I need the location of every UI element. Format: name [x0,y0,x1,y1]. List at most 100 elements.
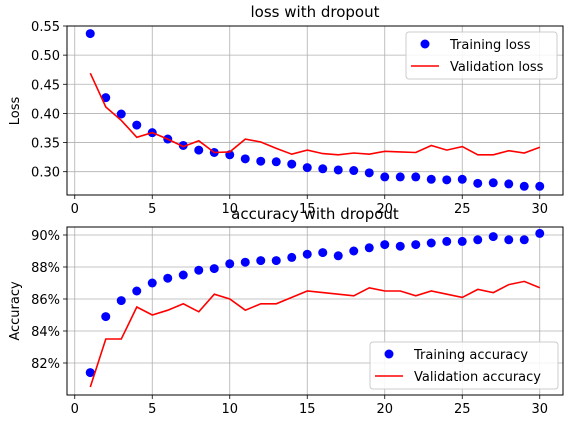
accuracy-xtick-label: 10 [221,402,238,417]
accuracy-training-point [380,240,390,250]
loss-legend-label-training: Training loss [449,38,531,53]
loss-training-point [395,172,405,182]
loss-chart: loss with dropout Loss 0 5 10 15 20 25 30 0.30… [8,3,564,217]
accuracy-ytick-label: 86% [31,293,60,308]
loss-ytick-label: 0.50 [31,49,60,64]
accuracy-ytick-label: 90% [31,229,60,244]
loss-chart-title: loss with dropout [251,3,380,21]
accuracy-training-point [535,228,545,238]
accuracy-xtick-label: 30 [531,402,548,417]
loss-xtick-label: 25 [454,202,471,217]
accuracy-training-point [488,232,498,242]
loss-ytick-label: 0.40 [31,107,60,122]
loss-xtick-label: 15 [299,202,316,217]
accuracy-legend-box [369,341,559,390]
loss-training-point [240,154,250,164]
accuracy-training-point [287,252,297,262]
loss-legend-box [405,31,558,80]
accuracy-chart: accuracy with dropout Accuracy 0 5 10 15 20 2… [8,205,564,417]
accuracy-legend-label-training: Training accuracy [413,348,528,363]
loss-ytick-label: 0.55 [31,20,60,35]
accuracy-training-point [101,312,111,322]
loss-training-point [318,164,328,174]
loss-training-point [488,178,498,188]
loss-validation-line [89,72,541,156]
loss-training-point [364,168,374,178]
accuracy-training-point [147,278,157,288]
accuracy-training-point [116,296,126,306]
loss-training-point [116,109,126,119]
accuracy-ytick-label: 82% [31,357,60,372]
accuracy-chart-title: accuracy with dropout [231,205,399,223]
accuracy-training-point [271,256,281,266]
loss-ytick-label: 0.45 [31,78,60,93]
loss-training-point [380,172,390,182]
loss-training-point [457,174,467,184]
accuracy-training-point [194,265,204,275]
accuracy-xtick-label: 5 [148,402,156,417]
accuracy-training-point [473,235,483,245]
accuracy-training-point [504,235,514,245]
loss-xtick-label: 10 [221,202,238,217]
loss-legend-label-validation: Validation loss [450,60,544,75]
accuracy-training-point [318,248,328,258]
accuracy-training-point [442,236,452,246]
loss-training-point [333,165,343,175]
accuracy-training-point [349,246,359,256]
loss-training-point [85,29,95,39]
loss-training-point [302,163,312,173]
accuracy-xtick-label: 20 [376,402,393,417]
loss-training-point [194,145,204,155]
loss-training-point [271,157,281,167]
accuracy-training-point [209,264,219,274]
accuracy-legend-label-validation: Validation accuracy [414,370,541,385]
accuracy-training-point [457,236,467,246]
loss-xtick-label: 30 [531,202,548,217]
loss-training-point [287,159,297,169]
loss-training-point [178,140,188,150]
accuracy-xtick-label: 0 [71,402,79,417]
loss-chart-legend: Training loss Validation loss [405,31,558,80]
accuracy-legend-marker-training [384,349,394,359]
loss-training-point [132,120,142,130]
accuracy-ytick-label: 84% [31,325,60,340]
accuracy-training-point [240,257,250,267]
loss-training-point [411,172,421,182]
accuracy-training-point [225,259,235,269]
accuracy-training-point [178,270,188,280]
accuracy-xtick-label: 25 [454,402,471,417]
accuracy-ytick-label: 88% [31,261,60,276]
loss-training-point [519,181,529,191]
accuracy-training-point [256,256,266,266]
loss-ytick-label: 0.35 [31,137,60,152]
accuracy-training-point [333,251,343,261]
accuracy-chart-ylabel: Accuracy [8,281,23,341]
accuracy-chart-legend: Training accuracy Validation accuracy [369,341,559,390]
accuracy-training-point [426,238,436,248]
accuracy-training-point [302,249,312,259]
loss-training-point [535,181,545,191]
loss-training-point [349,166,359,176]
accuracy-training-point [395,241,405,251]
loss-ytick-label: 0.30 [31,166,60,181]
loss-training-point [442,175,452,185]
loss-training-point [256,156,266,166]
loss-xtick-label: 20 [376,202,393,217]
accuracy-training-point [519,235,529,245]
accuracy-xtick-label: 15 [299,402,316,417]
accuracy-training-point [85,368,95,378]
loss-training-point [426,174,436,184]
accuracy-training-point [411,240,421,250]
loss-xtick-label: 0 [71,202,79,217]
loss-training-point [101,93,111,103]
loss-chart-frame [66,25,564,196]
loss-xtick-label: 5 [148,202,156,217]
accuracy-validation-line [89,280,541,388]
loss-training-point [504,179,514,189]
accuracy-chart-frame [66,226,564,396]
loss-chart-ylabel: Loss [8,97,23,126]
loss-training-point [473,178,483,188]
loss-legend-marker-training [420,39,430,49]
accuracy-training-point [364,243,374,253]
